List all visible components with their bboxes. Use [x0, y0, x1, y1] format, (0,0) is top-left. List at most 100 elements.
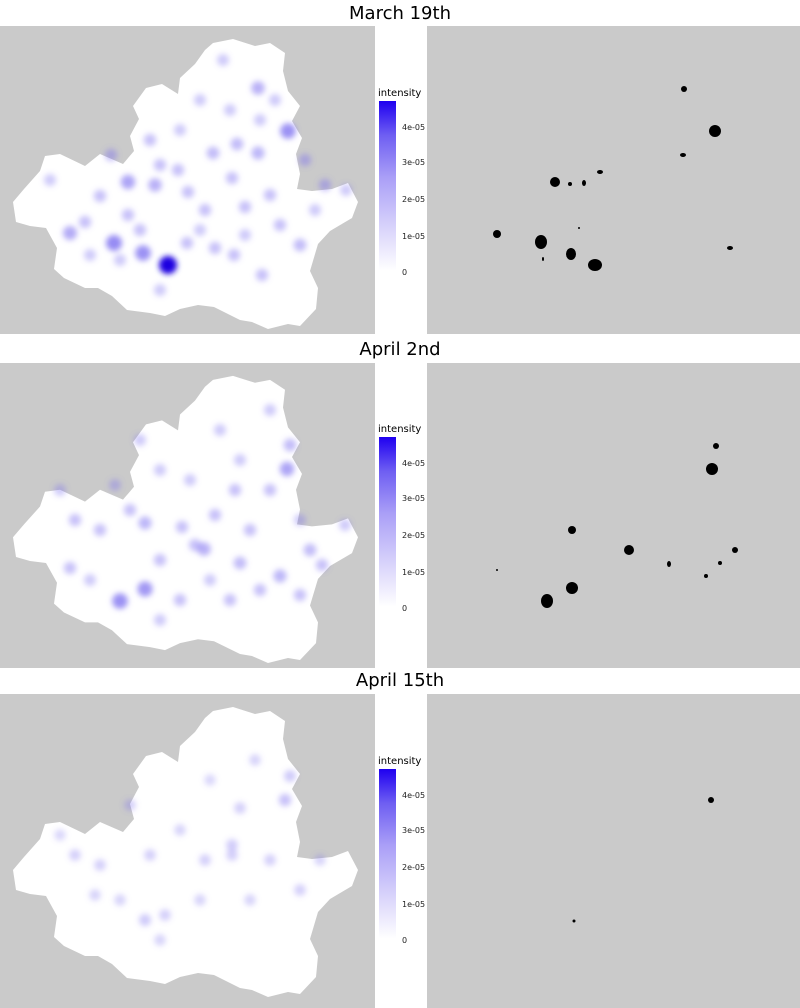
high-intensity-area — [566, 248, 576, 260]
legend-tick-label: 3e-05 — [402, 494, 426, 503]
intensity-svg — [13, 39, 358, 329]
intensity-map-april-15th — [0, 694, 375, 1008]
intensity-hotspot — [54, 829, 66, 841]
intensity-hotspot — [171, 163, 185, 177]
intensity-hotspot — [89, 889, 101, 901]
intensity-hotspot — [174, 124, 186, 136]
intensity-hotspot — [340, 184, 352, 196]
intensity-map-march-19th — [0, 26, 375, 334]
legend-tick-label: 4e-05 — [402, 123, 426, 132]
high-intensity-area — [566, 582, 578, 594]
intensity-hotspot — [264, 404, 276, 416]
intensity-hotspot — [135, 245, 151, 261]
intensity-hotspot — [251, 81, 265, 95]
intensity-hotspot — [114, 894, 126, 906]
intensity-hotspot — [104, 148, 118, 162]
high-intensity-area — [568, 182, 572, 186]
intensity-hotspot — [54, 484, 66, 496]
intensity-hotspot — [244, 894, 256, 906]
intensity-hotspot — [121, 208, 135, 222]
intensity-hotspot — [269, 94, 281, 106]
high-intensity-area — [568, 526, 576, 534]
intensity-hotspot — [227, 248, 241, 262]
high-intensity-area — [680, 153, 686, 157]
intensity-hotspot — [223, 593, 237, 607]
intensity-hotspot — [233, 556, 247, 570]
intensity-hotspot — [243, 523, 257, 537]
intensity-hotspot — [84, 249, 96, 261]
intensity-hotspot — [280, 123, 296, 139]
high-intensity-area — [727, 246, 733, 250]
intensity-hotspot — [254, 114, 266, 126]
intensity-hotspot — [225, 171, 239, 185]
intensity-hotspot — [106, 235, 122, 251]
legend-tick-label: 1e-05 — [402, 568, 426, 577]
threshold-svg — [493, 86, 733, 271]
intensity-hotspot — [198, 203, 212, 217]
intensity-hotspot — [234, 454, 246, 466]
intensity-hotspot — [318, 178, 332, 192]
intensity-map-april-2nd — [0, 363, 375, 668]
intensity-hotspot — [44, 174, 56, 186]
legend-title: intensity — [378, 424, 422, 435]
high-intensity-area — [718, 561, 722, 565]
legend-tick-label: 3e-05 — [402, 826, 426, 835]
intensity-hotspot — [112, 593, 128, 609]
intensity-hotspot — [153, 553, 167, 567]
intensity-hotspot — [154, 284, 166, 296]
intensity-hotspot — [208, 508, 222, 522]
high-intensity-area — [624, 545, 634, 555]
intensity-hotspot — [144, 849, 156, 861]
high-intensity-area — [578, 227, 580, 229]
intensity-hotspot — [204, 574, 216, 586]
intensity-hotspot — [84, 574, 96, 586]
legend-tick-label: 0 — [402, 604, 408, 613]
high-intensity-area — [709, 125, 721, 137]
intensity-hotspot — [93, 523, 107, 537]
intensity-svg — [13, 707, 358, 997]
high-intensity-area — [541, 594, 553, 608]
legend-color-bar — [379, 769, 396, 939]
intensity-hotspot — [239, 229, 251, 241]
intensity-hotspot — [137, 581, 153, 597]
intensity-hotspot — [314, 854, 326, 866]
intensity-hotspot — [253, 583, 267, 597]
intensity-hotspot — [309, 204, 321, 216]
high-intensity-area — [493, 230, 501, 238]
intensity-hotspot — [93, 189, 107, 203]
intensity-legend-april-2nd: intensity 4e-05 3e-05 2e-05 1e-05 0 — [378, 424, 426, 624]
intensity-hotspot — [173, 593, 187, 607]
intensity-hotspot — [124, 799, 136, 811]
intensity-hotspot — [263, 188, 277, 202]
intensity-hotspot — [226, 839, 238, 851]
intensity-hotspot — [303, 543, 317, 557]
intensity-legend-march-19th: intensity 4e-05 3e-05 2e-05 1e-05 0 — [378, 88, 426, 288]
intensity-hotspot — [181, 185, 195, 199]
intensity-hotspot — [180, 236, 194, 250]
intensity-hotspot — [294, 514, 306, 526]
intensity-hotspot — [148, 178, 162, 192]
intensity-hotspot — [175, 520, 189, 534]
legend-tick-label: 2e-05 — [402, 863, 426, 872]
intensity-hotspot — [188, 538, 202, 552]
intensity-hotspot — [293, 588, 307, 602]
legend-tick-label: 4e-05 — [402, 459, 426, 468]
panel-title-march-19th: March 19th — [349, 3, 451, 24]
high-intensity-area — [550, 177, 560, 187]
legend-tick-label: 2e-05 — [402, 531, 426, 540]
legend-tick-label: 0 — [402, 936, 408, 945]
intensity-hotspot — [69, 849, 81, 861]
intensity-hotspot — [78, 215, 92, 229]
legend-tick-label: 1e-05 — [402, 900, 426, 909]
intensity-hotspot — [143, 133, 157, 147]
intensity-hotspot — [214, 424, 226, 436]
intensity-hotspot — [206, 146, 220, 160]
threshold-svg — [572, 797, 714, 923]
high-intensity-area — [597, 170, 603, 174]
intensity-hotspot — [154, 934, 166, 946]
high-intensity-area — [713, 443, 719, 449]
intensity-hotspot — [68, 513, 82, 527]
intensity-hotspot — [273, 569, 287, 583]
intensity-hotspot — [339, 519, 351, 531]
high-intensity-area — [588, 259, 602, 271]
